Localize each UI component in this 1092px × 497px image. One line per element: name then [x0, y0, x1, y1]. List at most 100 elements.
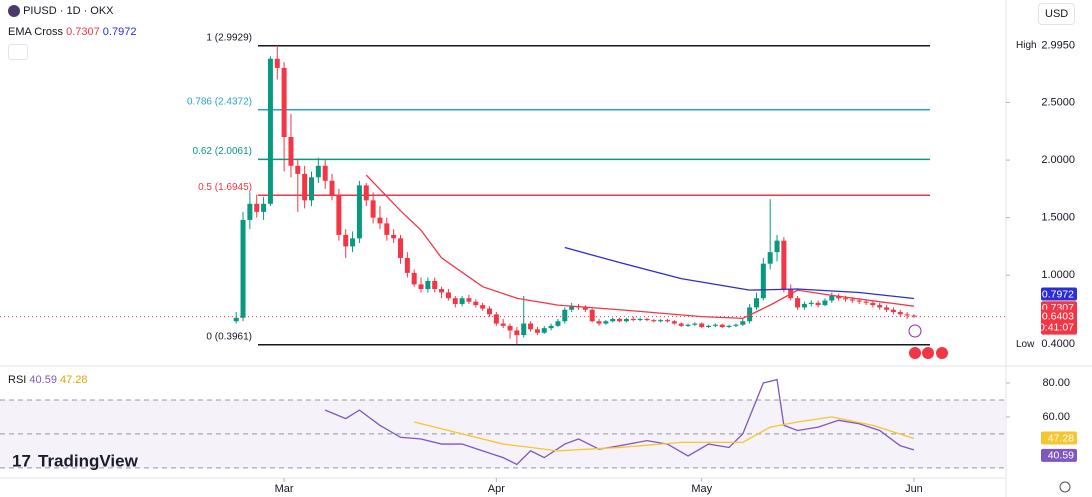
low-value: 0.4000 — [1041, 338, 1075, 350]
candle-body — [254, 203, 260, 212]
settings-icon[interactable] — [1059, 481, 1071, 493]
symbol-bar: PIUSD · 1D · OKX — [8, 5, 114, 18]
candle-body — [877, 305, 883, 308]
candle-body — [377, 217, 383, 224]
fib-label: 0.786 (2.4372) — [187, 96, 252, 107]
candle-body — [617, 318, 623, 322]
candle-body — [562, 309, 568, 322]
candle-body — [678, 323, 684, 326]
candle-body — [753, 298, 759, 308]
candle-body — [514, 330, 520, 336]
candle-body — [384, 223, 390, 235]
currency-button[interactable]: USD — [1038, 3, 1076, 25]
candle-body — [829, 295, 835, 301]
candle-body — [480, 305, 486, 309]
ema-legend: EMA Cross 0.7307 0.7972 — [8, 26, 136, 38]
candle-body — [699, 323, 705, 328]
candle-body — [808, 302, 814, 304]
candle-body — [397, 238, 403, 258]
x-tick-label: May — [691, 483, 712, 495]
x-tick-label: Apr — [488, 483, 505, 495]
fib-label: 0.5 (1.6945) — [198, 182, 252, 193]
countdown: 10:41:07 — [1033, 321, 1074, 333]
candle-body — [603, 321, 609, 324]
candle-body — [329, 180, 335, 195]
flag-icon — [909, 347, 921, 359]
candle-body — [569, 306, 575, 310]
candle-body — [685, 324, 691, 326]
candle-body — [315, 165, 321, 178]
candle-body — [432, 280, 438, 290]
candle-body — [267, 58, 273, 204]
ema-line — [564, 246, 915, 300]
candle-body — [774, 240, 780, 253]
candle-body — [856, 300, 862, 302]
candle-body — [473, 301, 479, 306]
symbol-icon — [8, 5, 20, 18]
candle-body — [712, 324, 718, 326]
indicator-name: RSI — [8, 374, 27, 386]
candle-body — [534, 329, 540, 333]
low-label: Low — [1016, 339, 1035, 350]
candle-body — [801, 303, 807, 308]
candle-body — [911, 315, 917, 317]
candle-body — [274, 58, 280, 68]
y-tick-label: 80.00 — [1042, 377, 1070, 389]
rsi-ma-tag: 47.28 — [1048, 432, 1074, 444]
candle-body — [644, 318, 650, 321]
candle-body — [863, 301, 869, 303]
candle-body — [842, 298, 848, 300]
logo-mark: 17 — [12, 451, 31, 470]
ema-value: 0.7972 — [102, 26, 137, 38]
candle-body — [493, 314, 499, 324]
candle-body — [445, 292, 451, 299]
ema-tag-bg — [1041, 287, 1077, 301]
candle-body — [795, 298, 801, 308]
candle-body — [500, 323, 506, 326]
logo: TradingView — [38, 451, 139, 470]
x-tick-label: Mar — [275, 483, 294, 495]
candle-body — [363, 185, 369, 201]
candle-body — [733, 324, 739, 326]
candle-body — [281, 67, 287, 138]
candle-body — [890, 309, 896, 313]
candle-body — [486, 308, 492, 315]
rsi-line — [324, 378, 915, 466]
rsi-legend: RSI 40.59 47.28 — [8, 374, 88, 386]
rsi-ma-tag-bg — [1041, 431, 1077, 445]
y-tick-label: 1.0000 — [1041, 269, 1075, 281]
candle-body — [719, 324, 725, 328]
candle-body — [370, 200, 376, 218]
candle-body — [692, 323, 698, 325]
candle-body — [528, 323, 534, 330]
candle-body — [904, 314, 910, 316]
rsi-tag: 40.59 — [1048, 450, 1074, 462]
candle-body — [541, 328, 547, 333]
candle-body — [664, 320, 670, 322]
candle-body — [411, 272, 417, 285]
candle-body — [870, 302, 876, 306]
y-tick-label: 2.5000 — [1041, 96, 1075, 108]
candle-body — [521, 323, 527, 336]
candle-body — [404, 257, 410, 273]
candle-body — [308, 177, 314, 201]
candle-body — [822, 300, 828, 306]
candle-body — [391, 234, 397, 239]
collapse-button[interactable] — [8, 44, 28, 60]
candle-body — [884, 307, 890, 310]
candle-body — [836, 295, 842, 299]
high-label: High — [1016, 40, 1037, 51]
candle-body — [343, 234, 349, 247]
candle-body — [589, 309, 595, 322]
candle-body — [781, 240, 787, 290]
y-tick-label: 1.5000 — [1041, 212, 1075, 224]
ema-tag: 0.7972 — [1042, 288, 1074, 300]
candle-body — [651, 320, 657, 322]
candle-body — [322, 165, 328, 181]
fib-label: 1 (2.9929) — [206, 32, 252, 43]
candle-body — [288, 137, 294, 166]
candle-body — [507, 325, 513, 331]
candle-body — [439, 289, 445, 293]
